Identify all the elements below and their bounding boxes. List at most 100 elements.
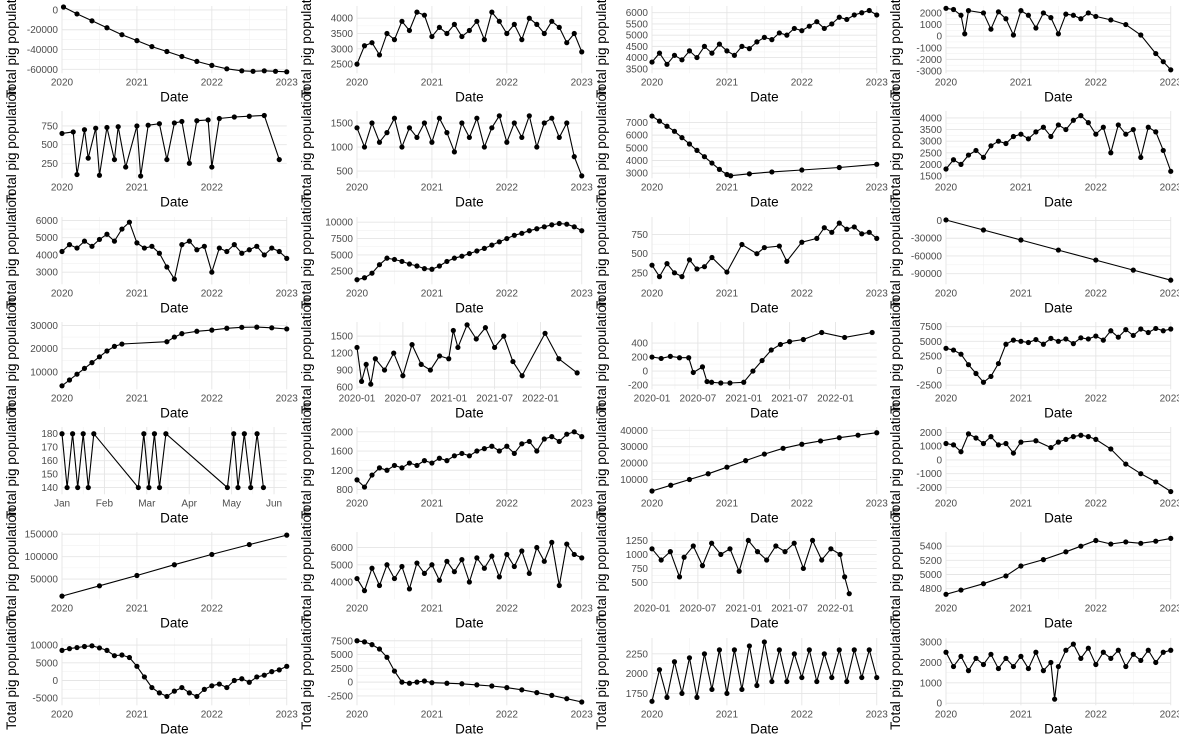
data-point bbox=[510, 358, 516, 365]
data-point bbox=[678, 273, 685, 279]
data-point bbox=[776, 243, 782, 249]
data-point bbox=[156, 485, 163, 491]
data-point bbox=[851, 646, 857, 653]
data-point bbox=[1168, 489, 1174, 495]
data-point bbox=[518, 230, 525, 236]
x-tick-label: 2020-07 bbox=[384, 393, 421, 404]
data-point bbox=[369, 472, 375, 478]
data-point bbox=[503, 443, 510, 449]
y-tick-label: -1000 bbox=[917, 43, 943, 54]
data-point bbox=[1056, 663, 1062, 669]
data-point bbox=[966, 431, 972, 437]
data-point bbox=[400, 372, 406, 379]
y-tick-label: -2500 bbox=[917, 381, 943, 392]
data-point bbox=[1003, 573, 1009, 579]
x-tick-label: 2022 bbox=[790, 498, 813, 509]
x-tick-label: 2021 bbox=[126, 604, 149, 615]
x-axis-title: Date bbox=[160, 616, 189, 631]
data-point bbox=[466, 453, 472, 459]
data-point bbox=[1093, 661, 1099, 667]
data-point bbox=[648, 546, 655, 552]
data-point bbox=[1018, 8, 1024, 14]
chart-panel: -200 0 200 400 2020-01 2020-07 2021-01 2021-07 2… bbox=[590, 297, 885, 421]
data-point bbox=[958, 162, 964, 168]
data-point bbox=[209, 269, 215, 275]
y-axis-title: Total pig population bbox=[888, 508, 903, 624]
data-point bbox=[474, 115, 480, 122]
x-axis-title: Date bbox=[160, 721, 189, 736]
data-point bbox=[723, 690, 730, 696]
data-point bbox=[201, 686, 207, 692]
data-point bbox=[1093, 131, 1099, 138]
data-point bbox=[459, 680, 465, 687]
chart-svg: 4800 5000 5200 5400 2020 2021 2022 2023 Date Tota… bbox=[888, 508, 1179, 631]
data-point bbox=[873, 12, 879, 18]
x-tick-label: 2020 bbox=[640, 288, 663, 299]
y-axis-title: Total pig population bbox=[4, 0, 19, 98]
x-tick-label: 2022 bbox=[495, 604, 518, 615]
data-point bbox=[445, 355, 452, 362]
x-axis-title: Date bbox=[1044, 300, 1073, 315]
data-point bbox=[91, 431, 97, 437]
data-point bbox=[1033, 336, 1039, 342]
x-tick-label: 2020 bbox=[640, 709, 663, 720]
x-tick-label: 2021-07 bbox=[771, 604, 808, 615]
x-tick-label: 2020 bbox=[346, 77, 369, 88]
data-point bbox=[740, 379, 746, 385]
data-point bbox=[1108, 655, 1114, 661]
data-point bbox=[481, 144, 487, 150]
data-point bbox=[361, 638, 367, 645]
data-point bbox=[123, 164, 129, 170]
data-point bbox=[246, 246, 252, 252]
y-tick-label: 0 bbox=[937, 456, 943, 467]
data-point bbox=[358, 378, 364, 384]
x-tick-label: 2023 bbox=[276, 709, 299, 720]
y-tick-label: 5000 bbox=[36, 658, 59, 669]
data-point bbox=[798, 674, 804, 680]
data-point bbox=[481, 245, 487, 251]
x-tick-label: 2023 bbox=[276, 288, 299, 299]
data-point bbox=[854, 432, 861, 438]
y-tick-label: 2500 bbox=[331, 266, 354, 277]
data-point bbox=[708, 379, 714, 385]
data-point bbox=[571, 429, 577, 435]
data-point bbox=[988, 373, 994, 379]
data-point bbox=[791, 650, 797, 657]
data-point bbox=[656, 666, 662, 672]
data-point bbox=[571, 552, 577, 558]
data-point bbox=[104, 231, 110, 237]
data-point bbox=[1033, 25, 1039, 31]
data-point bbox=[746, 171, 752, 177]
data-point bbox=[996, 9, 1002, 15]
x-tick-label: 2022 bbox=[201, 77, 224, 88]
data-point bbox=[186, 161, 192, 167]
x-tick-label: 2022 bbox=[495, 77, 518, 88]
data-point bbox=[179, 241, 185, 247]
data-point bbox=[151, 431, 158, 437]
x-tick-label: 2021 bbox=[126, 288, 149, 299]
x-tick-label: 2021 bbox=[1010, 183, 1033, 194]
chart-svg: 140 150 160 170 180 Jan Feb Mar Apr May Jun Date Tot… bbox=[4, 403, 287, 525]
data-point bbox=[261, 251, 267, 258]
data-point bbox=[399, 18, 405, 24]
y-tick-label: 1500 bbox=[331, 119, 354, 130]
chart-panel: 1750 2000 2250 2020 2021 2022 2023 Date Total pi… bbox=[590, 613, 888, 737]
data-point bbox=[421, 678, 427, 684]
chart-svg: 0 1000 2000 3000 2020 2021 2022 2023 Date Total p… bbox=[888, 613, 1179, 736]
data-point bbox=[511, 564, 517, 570]
data-point bbox=[261, 68, 267, 74]
data-point bbox=[781, 549, 788, 555]
data-point bbox=[384, 654, 390, 660]
data-point bbox=[81, 238, 88, 244]
chart-panel: -90000 -60000 -30000 0 2020 2021 2022 2023 Date T… bbox=[884, 192, 1179, 316]
data-point bbox=[1003, 441, 1009, 447]
data-point bbox=[800, 566, 806, 572]
data-point bbox=[772, 543, 778, 550]
y-tick-label: 3500 bbox=[625, 64, 648, 75]
y-tick-label: -2500 bbox=[327, 691, 353, 702]
data-point bbox=[269, 245, 275, 251]
x-tick-label: 2021 bbox=[715, 77, 738, 88]
data-point bbox=[742, 458, 748, 464]
data-point bbox=[858, 10, 864, 16]
